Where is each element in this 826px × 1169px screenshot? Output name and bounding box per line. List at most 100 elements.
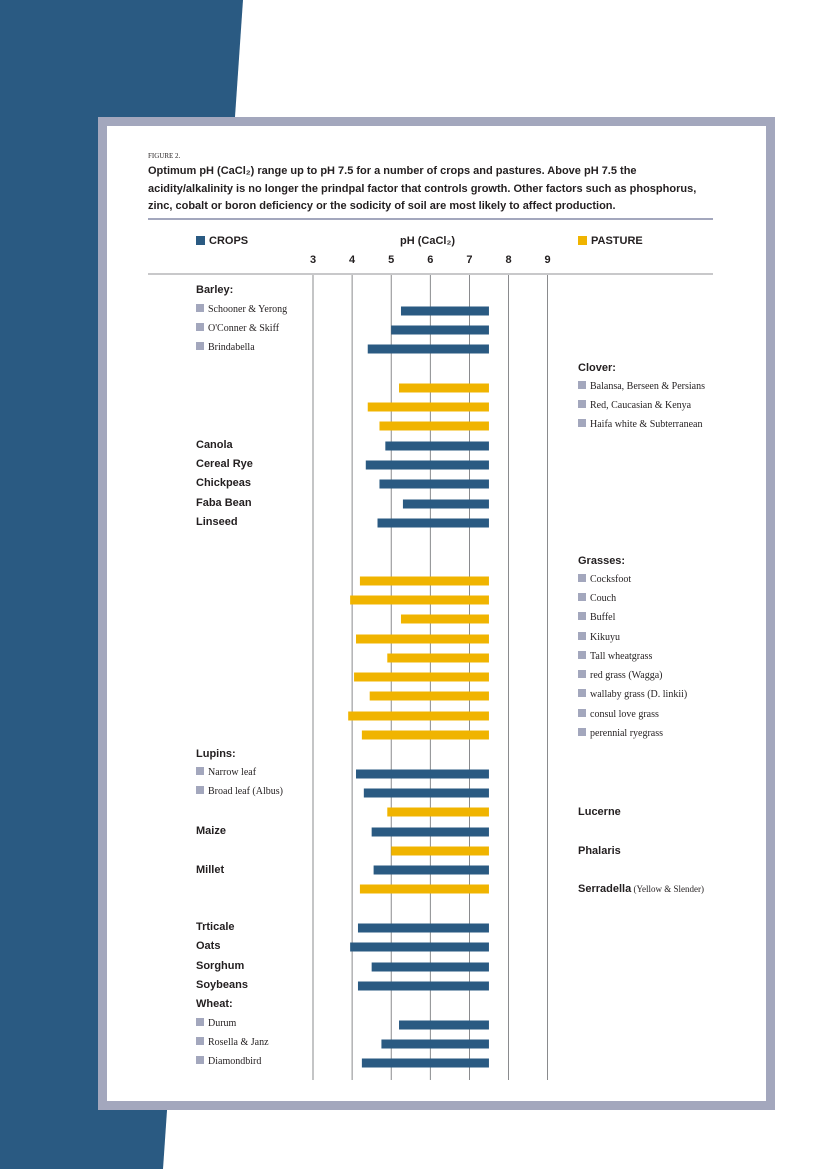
tick-label-8: 8	[505, 254, 512, 266]
right-label-text: Cocksfoot	[590, 574, 632, 585]
left-label-5: Cereal Rye	[196, 458, 253, 470]
bar-crops-25	[373, 865, 489, 875]
left-label-text: Oats	[196, 940, 221, 952]
right-label-11: wallaby grass (D. linkii)	[578, 689, 687, 700]
figure-panel	[107, 126, 766, 1101]
bullet-square	[196, 786, 204, 794]
bar-crops-23	[371, 827, 489, 837]
right-label-text: red grass (Wagga)	[590, 670, 663, 681]
left-label-text: Lupins:	[196, 748, 236, 760]
bar-crops-6	[385, 441, 489, 451]
left-label-text: Rosella & Janz	[208, 1037, 269, 1048]
left-label-18: Wheat:	[196, 998, 233, 1010]
right-label-text: Grasses:	[578, 555, 626, 567]
bullet-square	[578, 670, 586, 678]
left-label-text: Canola	[196, 439, 233, 451]
right-label-0: Clover:	[578, 362, 616, 374]
tick-label-5: 5	[388, 254, 395, 266]
left-label-text: Narrow leaf	[208, 767, 257, 778]
left-label-text: Sorghum	[196, 960, 245, 972]
left-label-text: Linseed	[196, 516, 238, 528]
bar-crops-20	[356, 769, 489, 779]
left-label-text: Broad leaf (Albus)	[208, 786, 283, 797]
right-label-2: Red, Caucasian & Kenya	[578, 400, 691, 411]
left-label-1: Schooner & Yerong	[196, 304, 287, 315]
bar-crops-32	[381, 1039, 489, 1049]
left-label-text: Maize	[196, 825, 226, 837]
bullet-square	[196, 342, 204, 350]
figure-label: FIGURE 2.	[148, 152, 181, 160]
right-label-text: consul love grass	[590, 709, 659, 720]
bar-pasture-3	[399, 383, 489, 393]
right-label-text: Tall wheatgrass	[590, 651, 653, 662]
bar-crops-8	[379, 479, 489, 489]
right-label-8: Kikuyu	[578, 632, 620, 643]
left-label-text: Schooner & Yerong	[208, 304, 288, 315]
left-label-text: Brindabella	[208, 342, 255, 353]
bar-pasture-18	[348, 711, 489, 721]
caption-rule	[148, 218, 713, 220]
bar-crops-10	[377, 518, 489, 528]
left-label-text: Trticale	[196, 921, 235, 933]
bullet-square	[196, 1037, 204, 1045]
legend-crops: CROPS	[196, 235, 248, 247]
bullet-square	[578, 419, 586, 427]
legend-pasture: PASTURE	[578, 235, 643, 247]
right-label-text: Serradella	[578, 883, 632, 895]
bar-pasture-22	[387, 807, 489, 817]
bar-pasture-4	[367, 402, 489, 412]
left-label-10: Narrow leaf	[196, 767, 256, 778]
bar-crops-30	[357, 981, 489, 991]
caption-line-2: acidity/alkalinity is no longer the prin…	[148, 183, 697, 195]
bar-crops-31	[399, 1020, 489, 1030]
bullet-square	[196, 304, 204, 312]
left-label-7: Faba Bean	[196, 497, 252, 509]
right-label-3: Haifa white & Subterranean	[578, 419, 702, 430]
bar-pasture-16	[354, 672, 489, 682]
bullet-square	[196, 323, 204, 331]
right-label-text: Phalaris	[578, 845, 621, 857]
right-label-14: Lucerne	[578, 806, 621, 818]
bar-pasture-19	[361, 730, 489, 740]
right-label-5: Cocksfoot	[578, 574, 631, 585]
left-label-text: Millet	[196, 864, 225, 876]
tick-label-7: 7	[466, 254, 473, 266]
left-label-15: Oats	[196, 940, 220, 952]
legend-pasture-swatch	[578, 236, 587, 245]
right-label-12: consul love grass	[578, 709, 659, 720]
bullet-square	[196, 1056, 204, 1064]
bullet-square	[578, 689, 586, 697]
left-label-text: Durum	[208, 1018, 237, 1029]
bar-pasture-24	[391, 846, 489, 856]
bullet-square	[578, 728, 586, 736]
left-label-13: Millet	[196, 864, 224, 876]
left-label-11: Broad leaf (Albus)	[196, 786, 283, 797]
left-label-text: Chickpeas	[196, 477, 252, 489]
caption-line-1: Optimum pH (CaCl₂) range up to pH 7.5 fo…	[148, 165, 637, 177]
right-label-text: wallaby grass (D. linkii)	[590, 689, 688, 700]
tick-label-9: 9	[544, 254, 551, 266]
right-label-text: Lucerne	[578, 806, 621, 818]
bullet-square	[578, 574, 586, 582]
left-label-6: Chickpeas	[196, 477, 251, 489]
bar-pasture-26	[359, 884, 489, 894]
bar-crops-33	[361, 1058, 489, 1068]
legend-crops-label: CROPS	[209, 235, 249, 247]
right-label-text: Clover:	[578, 362, 616, 374]
right-label-13: perennial ryegrass	[578, 728, 663, 739]
bar-pasture-14	[356, 634, 489, 644]
tick-label-6: 6	[427, 254, 434, 266]
right-label-text: Buffel	[590, 612, 616, 623]
bar-crops-1	[391, 325, 489, 335]
bullet-square	[578, 651, 586, 659]
left-label-17: Soybeans	[196, 979, 248, 991]
left-label-text: Barley:	[196, 284, 234, 296]
bar-crops-7	[365, 460, 489, 470]
left-label-text: O'Conner & Skiff	[208, 323, 280, 334]
right-label-text: perennial ryegrass	[590, 728, 664, 739]
right-label-text: Haifa white & Subterranean	[590, 419, 703, 430]
left-label-text: Wheat:	[196, 998, 233, 1010]
bullet-square	[578, 709, 586, 717]
right-label-7: Buffel	[578, 612, 615, 623]
